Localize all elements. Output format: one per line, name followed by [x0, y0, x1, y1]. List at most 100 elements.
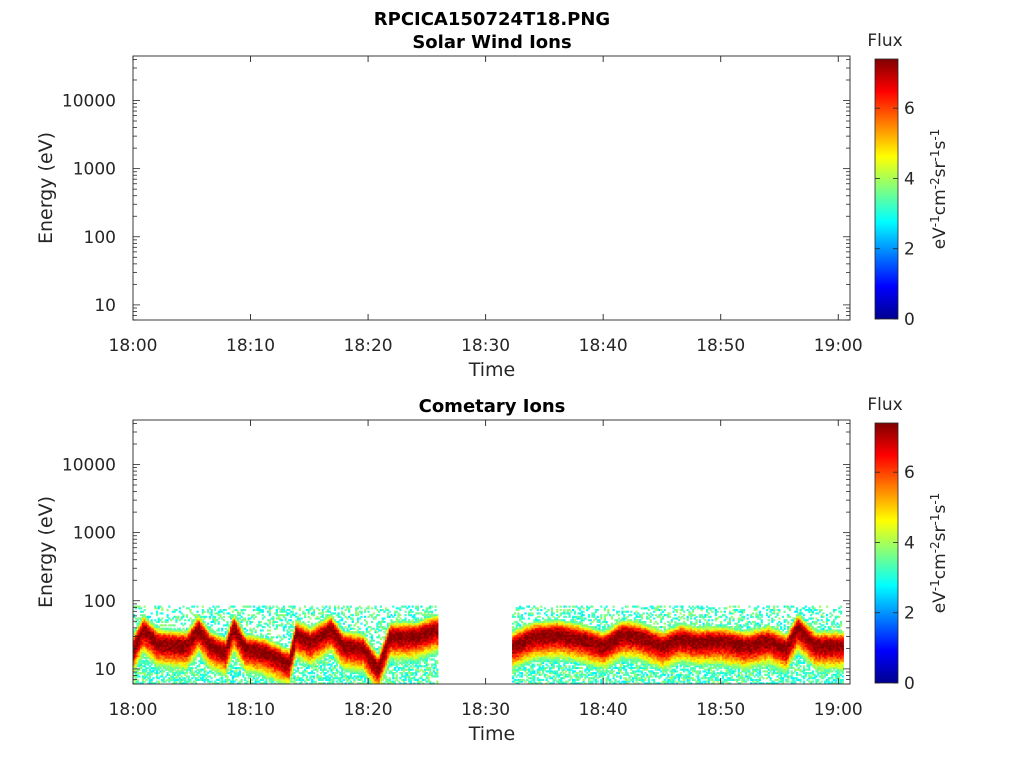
heatmap-cell [170, 637, 173, 641]
heatmap-cell [196, 622, 199, 625]
heatmap-cell [161, 655, 164, 658]
heatmap-cell [233, 661, 236, 664]
heatmap-cell [175, 648, 178, 651]
heatmap-cell [148, 682, 152, 685]
heatmap-cell [145, 629, 148, 632]
heatmap-cell [326, 651, 330, 654]
heatmap-cell [161, 678, 164, 681]
heatmap-cell [348, 632, 351, 635]
heatmap-cell [311, 665, 314, 668]
heatmap-cell [337, 677, 340, 680]
heatmap-cell [194, 631, 197, 634]
heatmap-cell [300, 637, 303, 641]
heatmap-cell [326, 677, 330, 680]
heatmap-cell [200, 661, 203, 664]
heatmap-cell [237, 639, 240, 642]
heatmap-cell [365, 660, 368, 663]
heatmap-cell [235, 615, 238, 618]
heatmap-cell [353, 636, 356, 639]
heatmap-cell [185, 658, 189, 661]
heatmap-cell [175, 661, 178, 664]
heatmap-cell [154, 665, 157, 668]
heatmap-cell [207, 627, 210, 630]
heatmap-cell [229, 632, 233, 635]
heatmap-cell [207, 631, 210, 634]
heatmap-cell [161, 639, 164, 642]
heatmap-cell [170, 656, 173, 659]
heatmap-cell [164, 649, 167, 653]
heatmap-cell [339, 622, 342, 625]
heatmap-cell [164, 629, 167, 632]
heatmap-cell [228, 612, 231, 615]
heatmap-cell [175, 629, 178, 632]
heatmap-cell [152, 670, 155, 673]
heatmap-cell [231, 653, 234, 656]
heatmap-cell [326, 646, 330, 649]
heatmap-cell [265, 646, 268, 649]
heatmap-cell [187, 651, 190, 654]
heatmap-cell [185, 631, 189, 634]
heatmap-cell [300, 643, 303, 646]
heatmap-cell [221, 680, 224, 683]
heatmap-cell [342, 663, 345, 666]
heatmap-cell [337, 622, 340, 625]
heatmap-cell [367, 682, 370, 685]
heatmap-cell [145, 620, 148, 624]
heatmap-cell [300, 655, 303, 658]
heatmap-cell [379, 666, 382, 670]
heatmap-cell [341, 653, 344, 656]
heatmap-cell [307, 646, 310, 649]
heatmap-cell [267, 646, 270, 649]
heatmap-cell [217, 634, 220, 637]
heatmap-cell [274, 643, 277, 646]
heatmap-cell [371, 680, 374, 683]
heatmap-cell [348, 670, 351, 673]
heatmap-cell [231, 648, 234, 651]
heatmap-cell [328, 677, 331, 680]
heatmap-cell [196, 620, 199, 624]
heatmap-cell [203, 636, 206, 639]
heatmap-cell [356, 663, 360, 666]
heatmap-cell [302, 661, 305, 664]
heatmap-cell [311, 612, 314, 615]
heatmap-cell [367, 651, 370, 654]
heatmap-cell [217, 605, 220, 608]
heatmap-cell [187, 636, 190, 639]
heatmap-cell [212, 619, 215, 622]
heatmap-cell [259, 643, 263, 646]
heatmap-cell [228, 641, 231, 644]
heatmap-cell [205, 656, 208, 659]
heatmap-cell [263, 675, 266, 678]
heatmap-cell [136, 648, 139, 651]
heatmap-cell [282, 607, 286, 610]
heatmap-cell [228, 615, 231, 618]
heatmap-cell [145, 636, 148, 639]
heatmap-cell [180, 637, 183, 641]
heatmap-cell [205, 624, 208, 627]
heatmap-cell [388, 637, 391, 641]
heatmap-cell [200, 653, 203, 656]
heatmap-cell [219, 608, 222, 612]
heatmap-cell [353, 631, 356, 634]
heatmap-cell [374, 675, 377, 678]
heatmap-cell [337, 629, 340, 632]
heatmap-cell [321, 612, 324, 615]
heatmap-cell [164, 619, 167, 622]
heatmap-cell [161, 660, 164, 663]
heatmap-cell [244, 634, 247, 637]
heatmap-cell [332, 646, 335, 649]
heatmap-cell [267, 648, 270, 651]
heatmap-cell [277, 615, 280, 618]
heatmap-cell [242, 636, 245, 639]
heatmap-cell [279, 636, 282, 639]
heatmap-cell [162, 646, 166, 649]
heatmap-cell [205, 641, 208, 644]
heatmap-cell [180, 622, 183, 625]
heatmap-cell [282, 678, 286, 681]
heatmap-cell [207, 608, 210, 612]
heatmap-cell [267, 656, 270, 659]
heatmap-cell [168, 658, 171, 661]
heatmap-cell [148, 672, 152, 675]
heatmap-cell [205, 631, 208, 634]
heatmap-cell [222, 665, 226, 668]
